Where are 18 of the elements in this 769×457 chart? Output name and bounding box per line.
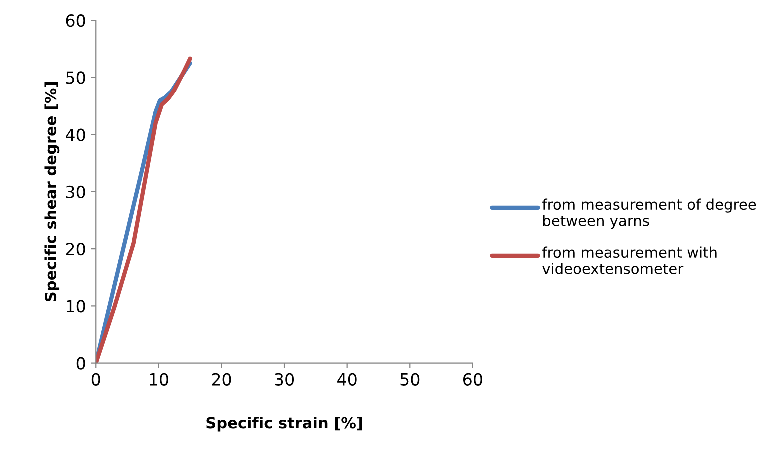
y-tick-label: 30: [66, 186, 86, 199]
legend-label: from measurement with videoextensometer: [542, 246, 717, 274]
y-axis-title: Specific shear degree [%]: [44, 82, 60, 302]
x-tick-label: 20: [212, 373, 232, 386]
x-axis-title: Specific strain [%]: [206, 416, 362, 432]
legend-label: from measurement of degree between yarns: [542, 198, 756, 230]
y-tick-label: 10: [67, 300, 86, 313]
x-tick-label: 0: [92, 373, 100, 386]
x-tick-label: 40: [338, 373, 357, 386]
x-tick-label: 50: [400, 373, 420, 386]
y-tick-label: 50: [66, 72, 86, 84]
y-tick-label: 20: [66, 243, 86, 256]
y-tick-label: 60: [66, 14, 86, 28]
x-tick-label: 10: [150, 373, 168, 386]
x-tick-label: 30: [275, 373, 294, 386]
y-tick-label: 40: [66, 128, 86, 142]
x-tick-label: 60: [463, 373, 482, 386]
y-tick-label: 0: [76, 357, 86, 370]
